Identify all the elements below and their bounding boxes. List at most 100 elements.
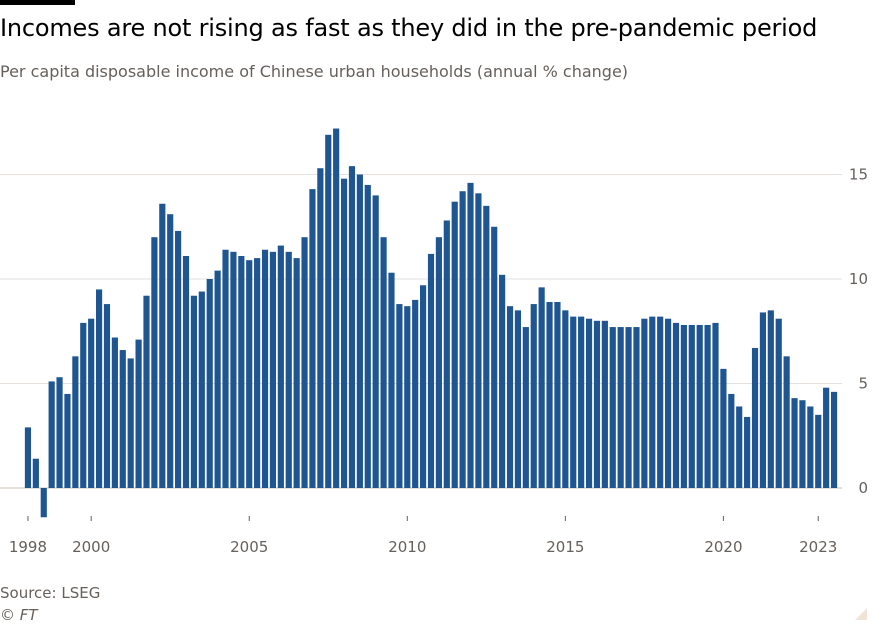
bar: [24, 427, 32, 488]
bar: [167, 214, 174, 488]
bar: [40, 488, 47, 518]
bar: [578, 316, 585, 488]
bar: [214, 270, 221, 488]
bar: [657, 316, 664, 488]
bar: [538, 287, 545, 488]
bar: [230, 251, 237, 488]
bar: [420, 285, 427, 488]
bar: [759, 312, 766, 488]
bar: [649, 316, 656, 488]
bar: [159, 203, 166, 488]
bar: [546, 301, 553, 488]
bar: [736, 406, 743, 488]
bar: [530, 304, 537, 488]
bar: [380, 237, 387, 488]
bar: [451, 201, 458, 489]
bar: [348, 166, 356, 488]
bar: [483, 205, 490, 488]
bar: [562, 310, 569, 488]
bar: [325, 134, 332, 488]
bar: [175, 230, 182, 488]
y-tick-label: 5: [858, 375, 868, 393]
bar: [775, 318, 782, 488]
bar: [823, 387, 830, 488]
bar: [751, 347, 759, 488]
brand-bar: [0, 0, 75, 5]
bar: [143, 295, 150, 488]
bar-chart: 0 5 10 15 1998 2000 2005 2010 2015 2020 2023: [0, 128, 868, 557]
x-tick-label: 2010: [388, 538, 426, 556]
ft-credit: © FT: [0, 606, 38, 624]
bar: [364, 184, 371, 488]
bar: [712, 322, 719, 488]
bar: [151, 237, 158, 488]
bar: [32, 458, 39, 488]
bar: [593, 320, 601, 488]
bar: [728, 393, 735, 488]
bar: [467, 182, 474, 489]
bar: [206, 279, 213, 488]
bar: [269, 251, 277, 488]
y-tick-label: 15: [849, 166, 868, 184]
axes: 0 5 10 15 1998 2000 2005 2010 2015 2020 2023: [9, 166, 868, 557]
bar: [317, 168, 324, 489]
chart-title: Incomes are not rising as fast as they d…: [0, 14, 818, 42]
bar: [601, 320, 608, 488]
bar: [641, 318, 648, 488]
source-note: Source: LSEG: [0, 584, 101, 602]
bar: [238, 256, 245, 488]
bar: [64, 393, 71, 488]
bar: [293, 258, 300, 488]
x-tick-label: 1998: [9, 538, 47, 556]
bar: [744, 416, 751, 488]
bar: [261, 249, 269, 488]
bar: [119, 350, 126, 488]
bar: [799, 400, 806, 488]
bar: [388, 272, 395, 488]
bar: [475, 193, 482, 488]
bar: [506, 306, 514, 488]
bar: [696, 324, 703, 488]
bar: [48, 381, 55, 488]
bar: [499, 274, 506, 488]
bar: [617, 327, 624, 488]
x-tick-label: 2000: [72, 538, 110, 556]
x-tick-label: 2015: [546, 538, 584, 556]
bar: [625, 327, 632, 488]
bar: [435, 237, 442, 488]
bar: [285, 251, 292, 488]
bar: [427, 253, 435, 488]
bar: [554, 301, 561, 488]
bar: [190, 295, 197, 488]
bar: [372, 195, 379, 488]
bar: [412, 299, 419, 488]
bar: [665, 318, 672, 488]
bar: [791, 398, 798, 488]
y-tick-label: 10: [849, 270, 868, 288]
corner-mark: [855, 608, 867, 620]
bar: [309, 189, 316, 488]
bar: [356, 174, 363, 488]
bar: [830, 391, 838, 488]
bar: [72, 356, 79, 488]
bar: [111, 337, 118, 488]
bar: [198, 291, 205, 488]
bar: [254, 258, 261, 488]
bar: [570, 316, 577, 488]
bar: [333, 128, 340, 488]
x-tick-label: 2020: [704, 538, 742, 556]
bar: [720, 368, 727, 488]
bar: [88, 318, 95, 488]
bar: [56, 377, 63, 488]
bar: [135, 339, 142, 488]
bar: [680, 324, 687, 488]
y-tick-label: 0: [858, 479, 868, 497]
bar: [514, 310, 522, 488]
bar: [301, 237, 308, 488]
bar: [815, 414, 822, 488]
bar: [459, 191, 466, 488]
bar: [585, 318, 593, 488]
bar: [672, 322, 680, 488]
bar: [277, 245, 284, 488]
bar: [633, 327, 640, 488]
